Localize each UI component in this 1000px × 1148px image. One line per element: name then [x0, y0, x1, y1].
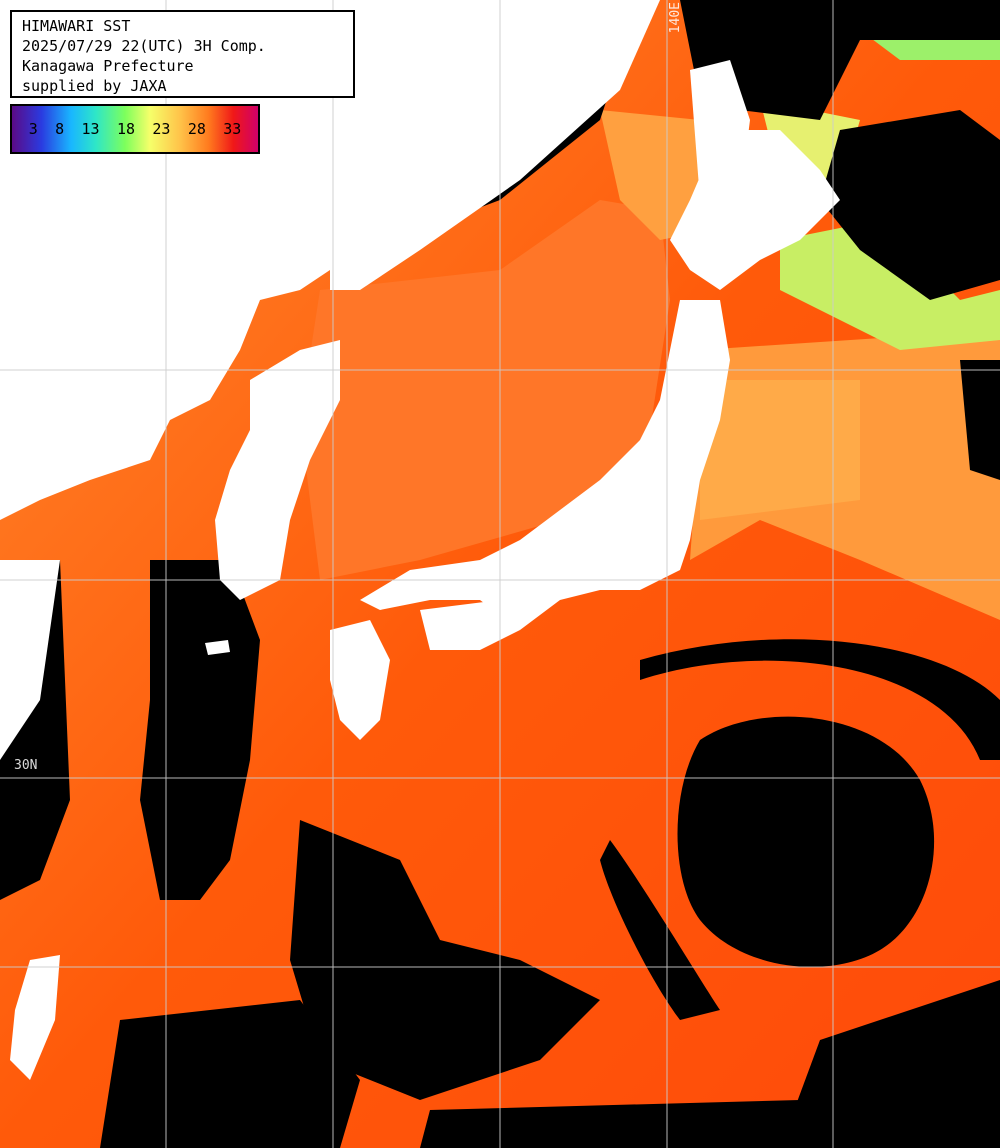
land-ulleung — [400, 128, 422, 162]
typhoon-spiral-band — [640, 639, 1000, 760]
land-primorye — [330, 0, 660, 290]
scale-value-33: 33 — [223, 120, 242, 138]
typhoon-eye — [677, 716, 935, 967]
title-line-4: supplied by JAXA — [22, 77, 167, 95]
land-taiwan — [10, 955, 60, 1080]
title-line-1: HIMAWARI SST — [22, 17, 131, 35]
lat-label-40n: 40N — [14, 350, 38, 365]
land-kyushu — [330, 620, 390, 740]
lon-label-140e: 140E — [668, 2, 683, 34]
hokkaido-east-cold-zone — [780, 220, 1000, 350]
cloud-south — [100, 1000, 360, 1148]
title-line-2: 2025/07/29 22(UTC) 3H Comp. — [22, 37, 266, 55]
cloud-kuroshio-west — [600, 840, 720, 1020]
title-line-3: Kanagawa Prefecture — [22, 57, 194, 75]
scale-value-18: 18 — [116, 120, 135, 138]
land-china-coast — [0, 560, 60, 760]
cloud-northeast — [680, 0, 1000, 120]
cloud-kamchatka — [820, 110, 1000, 300]
scale-labels: 3 8 13 18 23 28 33 — [12, 120, 258, 138]
title-box: HIMAWARI SST 2025/07/29 22(UTC) 3H Comp.… — [10, 10, 355, 98]
land-honshu — [360, 300, 730, 630]
scale-value-28: 28 — [187, 120, 206, 138]
cloud-southeast — [780, 980, 1000, 1148]
land-korea — [215, 340, 340, 600]
scale-value-8: 8 — [55, 120, 65, 138]
land-shikoku — [420, 600, 520, 650]
pacific-cool-band — [700, 380, 860, 520]
land-jeju — [205, 640, 230, 655]
land-hokkaido — [670, 130, 840, 290]
temperature-color-scale: 3 8 13 18 23 28 33 — [10, 104, 260, 154]
cloud-south-bottom — [420, 1100, 820, 1148]
sea-of-japan-warm-zone — [300, 200, 670, 580]
lat-label-30n: 30N — [14, 758, 38, 773]
cloud-south-central — [290, 820, 600, 1100]
scale-value-13: 13 — [81, 120, 100, 138]
scale-value-3: 3 — [28, 120, 38, 138]
cloud-east-edge — [960, 360, 1000, 480]
tsugaru-warm-zone — [600, 110, 710, 240]
scale-value-23: 23 — [152, 120, 171, 138]
cloud-east-china-sea — [140, 560, 260, 900]
